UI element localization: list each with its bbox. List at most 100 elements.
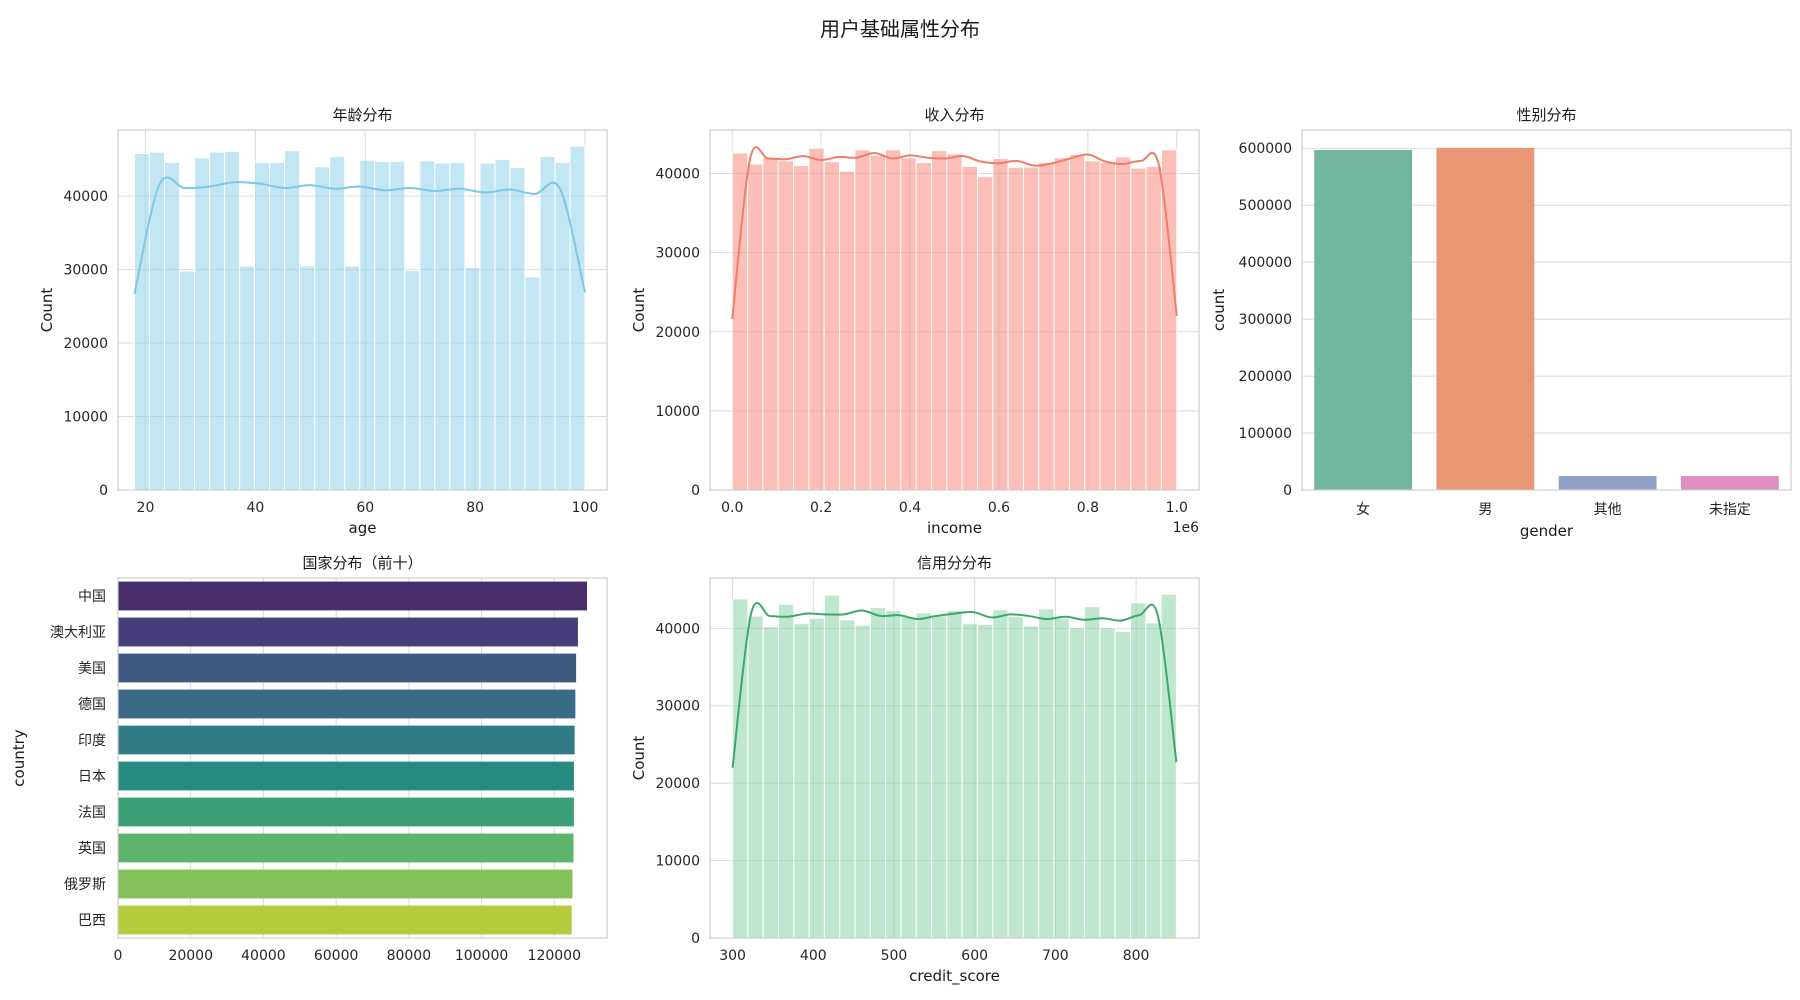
histogram-bar (961, 623, 978, 939)
histogram-bar (224, 150, 241, 491)
histogram-bar (915, 161, 933, 491)
axes-frame (709, 577, 1200, 939)
axes-frame (709, 129, 1200, 491)
histogram-bar (1099, 627, 1116, 939)
x-tick-label: 1.0 (1166, 500, 1188, 516)
chart-title: 性别分布 (1516, 106, 1576, 124)
histogram-bar (209, 151, 226, 491)
x-axis-label: age (349, 519, 377, 537)
histogram-bar (992, 609, 1009, 939)
y-tick-label: 400000 (1239, 255, 1292, 271)
y-tick-label: 0 (691, 931, 700, 947)
histogram-bar (747, 163, 764, 491)
y-tick-label: 0 (691, 483, 700, 499)
category-label: 日本 (78, 769, 106, 785)
histogram-bar (1007, 166, 1024, 491)
gender-bar (1680, 476, 1779, 490)
kde-line (133, 176, 586, 295)
histogram-bar (793, 165, 810, 491)
y-axis-label: Count (630, 736, 648, 781)
axes-frame (117, 129, 608, 491)
histogram-bar (524, 276, 541, 491)
x-tick-label: 20000 (168, 948, 213, 964)
histogram-bar (793, 623, 810, 939)
histogram-bar (509, 166, 526, 491)
y-tick-label: 40000 (655, 167, 700, 183)
x-axis-label: gender (1520, 522, 1574, 540)
country-bar (118, 581, 588, 611)
histogram-bar (915, 612, 933, 939)
histogram-bar (359, 159, 376, 491)
histogram-bar (1129, 602, 1147, 939)
x-tick-label: 0 (114, 948, 123, 964)
y-axis-label: Count (38, 288, 56, 333)
x-tick-label: 0.0 (721, 500, 743, 516)
x-tick-label: 700 (1042, 948, 1069, 964)
x-tick-label: 600 (961, 948, 988, 964)
histogram-bar (839, 170, 856, 491)
histogram-bar (1084, 606, 1101, 939)
histogram-bar (1053, 157, 1070, 491)
histogram-bar (1053, 617, 1070, 939)
y-tick-label: 10000 (655, 854, 700, 870)
histogram-bar (1038, 161, 1055, 491)
y-tick-label: 10000 (655, 404, 700, 420)
x-tick-label: 60 (356, 500, 374, 516)
histogram-bar (284, 150, 301, 491)
x-tick-label: 500 (881, 948, 908, 964)
y-axis-label: count (1210, 289, 1228, 331)
histogram-bar (1145, 165, 1162, 491)
histogram-bar (992, 157, 1009, 491)
category-label: 德国 (78, 697, 106, 713)
category-label: 女 (1356, 501, 1370, 518)
x-axis-label: credit_score (909, 967, 1000, 986)
histogram-bar (976, 176, 994, 491)
category-label: 巴西 (78, 913, 106, 929)
histogram-bar (1022, 166, 1040, 491)
category-label: 法国 (78, 805, 106, 821)
chart-credit: 信用分分布 300 400 500 600 700 800 0 10000 20000 30000 4… (630, 554, 1200, 986)
x-tick-label: 400 (800, 948, 827, 964)
country-bar (118, 797, 574, 827)
axes-frame (117, 577, 608, 939)
histogram-bar (869, 154, 887, 491)
histogram-bar (854, 149, 871, 491)
x-tick-label: 100000 (455, 948, 508, 964)
histogram-bar (164, 161, 181, 491)
histogram-bar (1114, 156, 1132, 491)
histogram-bar (1038, 608, 1055, 939)
country-bar (118, 833, 574, 863)
category-label: 中国 (78, 589, 106, 605)
x-tick-label: 40 (246, 500, 264, 516)
histogram-bar (434, 162, 451, 491)
histogram-bar (976, 623, 994, 939)
histogram-bar (854, 624, 871, 939)
histogram-bar (885, 610, 902, 939)
gender-bar (1558, 476, 1657, 490)
chart-title: 国家分布（前十） (302, 554, 422, 572)
category-label: 英国 (78, 840, 106, 857)
chart-age: 年龄分布 20 40 60 80 100 0 10000 20000 30000 40000 age C… (38, 106, 608, 537)
histogram-bar (869, 606, 887, 939)
histogram-bar (900, 616, 917, 939)
histogram-bar (449, 161, 466, 491)
axis-offset-text: 1e6 (1173, 520, 1200, 536)
category-label: 其他 (1594, 502, 1622, 518)
y-axis-label: country (10, 729, 28, 786)
chart-title: 收入分布 (924, 106, 984, 124)
y-tick-label: 300000 (1239, 312, 1292, 328)
histogram-bar (1007, 616, 1024, 939)
category-label: 俄罗斯 (64, 877, 106, 893)
country-bar (118, 905, 572, 935)
histogram-bar (194, 157, 211, 491)
y-tick-label: 30000 (655, 246, 700, 262)
histogram-bar (731, 152, 749, 491)
histogram-bar (946, 153, 963, 491)
country-bar (118, 617, 578, 647)
histogram-bar (254, 161, 271, 491)
histogram-bar (539, 155, 556, 491)
y-tick-label: 20000 (655, 325, 700, 341)
histogram-bar (344, 265, 361, 491)
histogram-bar (1068, 627, 1086, 939)
